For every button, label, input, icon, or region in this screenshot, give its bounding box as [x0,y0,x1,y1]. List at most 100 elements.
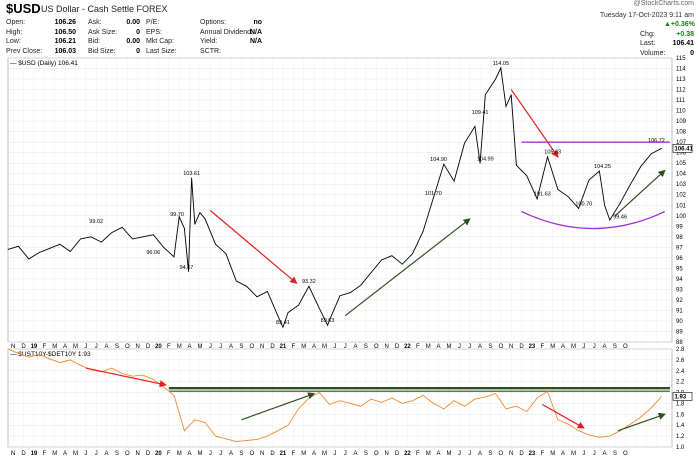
quote-right-label: Chg: [640,30,655,38]
series-point [266,291,268,292]
x-tick-label: D [519,451,524,457]
series-point [484,396,486,398]
legend-label: — $USD (Daily) 106.41 [10,60,78,67]
y-tick-label: 105 [676,161,687,167]
series-point [204,422,206,423]
x-tick-label: M [322,344,327,350]
y-tick-label: 2.6 [676,358,685,364]
quote-col2-row: Bid: 0.00 [88,37,140,47]
series-point [80,364,82,366]
data-label: 104.99 [477,156,494,162]
x-tick-label: 22 [404,344,411,350]
x-tick-label: A [478,344,482,350]
series-point [443,408,445,410]
x-tick-label: J [95,451,98,457]
quote-right-row: ▲+0.36% [640,21,695,31]
y-tick-label: 112 [676,88,686,94]
y-tick-label: 1.6 [676,412,685,418]
series-point [630,183,631,185]
series-point [588,434,590,436]
series-point [7,249,9,250]
legend-label: — $UST10Y-$DET10Y 1.93 [10,351,91,358]
x-tick-label: M [73,451,78,457]
quote-col1-row: Open: 106.26 [6,18,76,28]
quote-col4-row: Annual Dividend:N/A [200,28,262,38]
series-point [412,400,414,402]
series-point [256,438,258,440]
series-point [526,175,528,177]
x-tick-label: J [344,451,347,457]
series-point [640,416,642,418]
x-tick-label: S [239,451,243,457]
x-tick-label: J [84,344,87,350]
series-point [69,251,71,252]
x-tick-label: A [188,344,192,350]
x-tick-label: 19 [31,451,38,457]
y-tick-label: 97 [676,245,683,251]
series-point [339,400,341,402]
series-point [178,216,180,218]
quote-col3-label: Last Size: [146,47,177,55]
series-point [495,78,497,80]
x-tick-label: D [395,451,400,457]
x-tick-label: O [125,451,130,457]
y-tick-label: 101 [676,203,687,209]
x-tick-label: M [301,451,306,457]
x-tick-label: J [593,451,596,457]
x-tick-label: M [446,451,451,457]
quote-col4-value: N/A [249,28,262,36]
quote-right-label: Volume: [640,49,666,57]
series-point [142,374,144,376]
plot-frame [7,57,673,343]
series-point [163,246,165,248]
quote-col2-label: Bid: [88,38,101,45]
series-point [598,170,600,172]
x-tick-label: J [468,451,471,457]
series-point [59,243,61,245]
x-tick-label: O [249,344,254,350]
data-label: 99.70 [170,212,184,218]
y-tick-label: 92 [676,298,683,304]
series-point [256,296,258,298]
series-point [515,405,517,407]
series-point [401,263,403,265]
y-tick-label: 94 [676,277,683,283]
x-tick-label: N [11,451,15,457]
series-point [173,394,175,396]
plot-frame [7,348,673,448]
series-point [422,394,424,396]
y-tick-label: 1.0 [676,445,685,451]
series-point [381,259,382,261]
quote-col3-label: P/E: [146,19,160,26]
series-line [7,66,662,329]
series-point [329,404,331,405]
x-tick-label: F [291,344,295,350]
x-tick-label: O [623,451,628,457]
x-tick-label: 23 [529,451,536,457]
x-tick-label: O [498,451,503,457]
quote-col4-label: Annual Dividend: [200,28,253,36]
x-tick-label: J [468,344,471,350]
series-point [661,147,663,149]
quote-col3-label: Mkt Cap: [146,38,175,45]
series-point [505,105,507,107]
y-tick-label: 98 [676,235,683,241]
x-tick-label: A [229,451,233,457]
y-tick-label: 2.2 [676,380,685,386]
x-tick-label: D [395,344,400,350]
quote-col3-label: EPS: [146,28,162,36]
quote-col3-row: P/E: [146,18,196,28]
x-tick-label: F [416,451,420,457]
quote-col4-row: Yield: N/A [200,37,262,47]
x-tick-label: A [354,344,358,350]
x-tick-label: J [333,344,336,350]
series-point [391,397,393,399]
quote-col4-value: no [253,19,262,26]
y-tick-label: 114 [676,67,686,73]
trend-arrow [617,412,666,432]
x-tick-label: M [197,344,202,350]
series-point [547,391,548,392]
y-tick-label: 1.8 [676,401,685,407]
series-point [225,253,227,255]
